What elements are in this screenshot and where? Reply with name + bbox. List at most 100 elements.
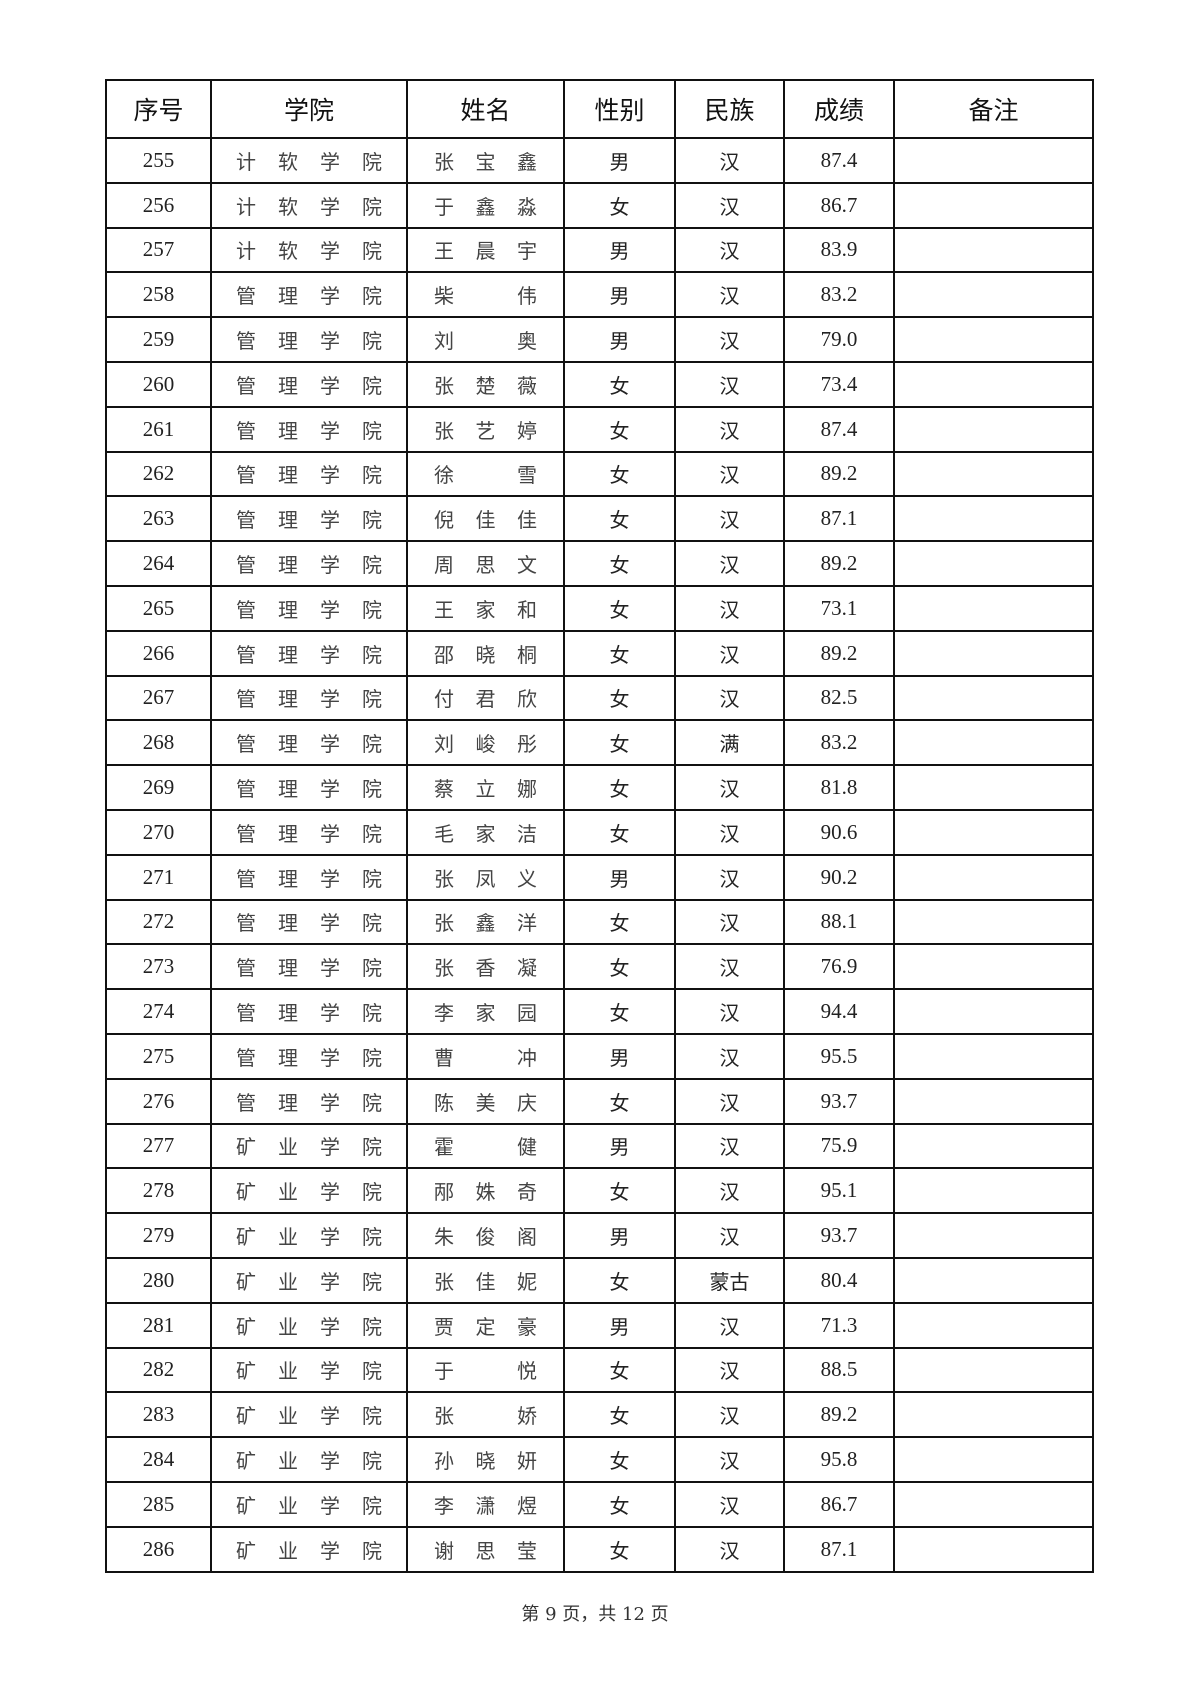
cell-ethnicity: 汉	[674, 1301, 785, 1349]
cell-ethnicity: 汉	[674, 405, 785, 453]
cell-index: 263	[105, 495, 212, 543]
cell-name: 霍健	[406, 1122, 565, 1170]
cell-score: 81.8	[783, 764, 895, 811]
cell-gender: 男	[563, 1032, 676, 1080]
cell-college: 矿业学院	[210, 1212, 408, 1259]
cell-score: 86.7	[783, 181, 895, 229]
college-text: 管理学院	[236, 284, 382, 309]
cell-college: 管理学院	[210, 674, 408, 722]
name-text: 孙晓妍	[434, 1449, 537, 1473]
cell-remarks	[893, 808, 1094, 856]
header-col-ethnicity: 民族	[674, 79, 785, 139]
table-row: 285 矿业学院 李潇煜 女汉 86.7	[105, 1480, 1094, 1528]
college-text: 矿业学院	[236, 1449, 382, 1473]
cell-gender: 女	[563, 1480, 676, 1528]
table-row: 277 矿业学院 霍健 男汉 75.9	[105, 1122, 1094, 1170]
cell-college: 矿业学院	[210, 1301, 408, 1349]
cell-score: 79.0	[783, 316, 895, 363]
cell-index: 268	[105, 719, 212, 767]
name-text: 毛家洁	[434, 821, 537, 846]
cell-name: 张香凝	[406, 943, 565, 991]
cell-score: 73.1	[783, 584, 895, 632]
cell-gender: 女	[563, 943, 676, 991]
cell-ethnicity: 汉	[674, 764, 785, 811]
cell-ethnicity: 汉	[674, 988, 785, 1035]
cell-gender: 男	[563, 1301, 676, 1349]
cell-gender: 男	[563, 226, 676, 274]
cell-remarks	[893, 674, 1094, 722]
cell-college: 管理学院	[210, 316, 408, 363]
cell-score: 90.2	[783, 853, 895, 901]
name-text: 谢思莹	[434, 1538, 537, 1563]
cell-gender: 女	[563, 1525, 676, 1573]
cell-gender: 男	[563, 316, 676, 363]
table-row: 272 管理学院 张鑫洋 女汉 88.1	[105, 898, 1094, 946]
cell-index: 258	[105, 271, 212, 319]
name-text: 李潇煜	[434, 1493, 537, 1518]
cell-index: 264	[105, 540, 212, 587]
college-text: 管理学院	[236, 1045, 382, 1070]
cell-remarks	[893, 1167, 1094, 1215]
table-row: 260 管理学院 张楚薇 女汉 73.4	[105, 360, 1094, 408]
cell-gender: 女	[563, 450, 676, 498]
cell-name: 毛家洁	[406, 808, 565, 856]
cell-remarks	[893, 405, 1094, 453]
cell-college: 管理学院	[210, 271, 408, 319]
college-text: 管理学院	[236, 642, 382, 667]
college-text: 管理学院	[236, 956, 382, 981]
name-text: 周思文	[434, 553, 537, 578]
cell-name: 刘奥	[406, 316, 565, 363]
cell-index: 262	[105, 450, 212, 498]
cell-remarks	[893, 316, 1094, 363]
cell-index: 277	[105, 1122, 212, 1170]
cell-remarks	[893, 584, 1094, 632]
cell-index: 283	[105, 1391, 212, 1439]
cell-name: 张凤义	[406, 853, 565, 901]
cell-gender: 女	[563, 719, 676, 767]
table-row: 255 计软学院 张宝鑫 男汉 87.4	[105, 137, 1094, 184]
cell-gender: 女	[563, 1256, 676, 1304]
cell-college: 矿业学院	[210, 1480, 408, 1528]
cell-index: 265	[105, 584, 212, 632]
cell-college: 管理学院	[210, 898, 408, 946]
cell-gender: 男	[563, 1212, 676, 1259]
cell-college: 管理学院	[210, 1032, 408, 1080]
name-text: 霍健	[434, 1135, 537, 1160]
cell-name: 蔡立娜	[406, 764, 565, 811]
cell-college: 管理学院	[210, 584, 408, 632]
cell-score: 90.6	[783, 808, 895, 856]
cell-remarks	[893, 719, 1094, 767]
cell-college: 管理学院	[210, 988, 408, 1035]
table-row: 274 管理学院 李家园 女汉 94.4	[105, 988, 1094, 1035]
cell-score: 95.8	[783, 1436, 895, 1483]
cell-gender: 女	[563, 764, 676, 811]
cell-name: 刘峻彤	[406, 719, 565, 767]
table-row: 282 矿业学院 于悦 女汉 88.5	[105, 1346, 1094, 1394]
cell-name: 李家园	[406, 988, 565, 1035]
cell-gender: 男	[563, 271, 676, 319]
cell-ethnicity: 汉	[674, 271, 785, 319]
cell-ethnicity: 汉	[674, 1391, 785, 1439]
college-text: 管理学院	[236, 821, 382, 846]
table-row: 267 管理学院 付君欣 女汉 82.5	[105, 674, 1094, 722]
college-text: 管理学院	[236, 911, 382, 936]
cell-remarks	[893, 1436, 1094, 1483]
cell-ethnicity: 汉	[674, 316, 785, 363]
cell-remarks	[893, 360, 1094, 408]
table-row: 264 管理学院 周思文 女汉 89.2	[105, 540, 1094, 587]
college-text: 管理学院	[236, 553, 382, 578]
name-text: 刘峻彤	[434, 732, 537, 757]
cell-name: 王家和	[406, 584, 565, 632]
cell-gender: 男	[563, 137, 676, 184]
cell-remarks	[893, 1391, 1094, 1439]
cell-remarks	[893, 898, 1094, 946]
cell-college: 矿业学院	[210, 1525, 408, 1573]
cell-name: 邵晓桐	[406, 629, 565, 677]
cell-ethnicity: 汉	[674, 495, 785, 543]
cell-name: 张宝鑫	[406, 137, 565, 184]
cell-college: 矿业学院	[210, 1122, 408, 1170]
cell-gender: 女	[563, 1346, 676, 1394]
cell-remarks	[893, 1301, 1094, 1349]
cell-index: 270	[105, 808, 212, 856]
college-text: 计软学院	[236, 149, 382, 174]
